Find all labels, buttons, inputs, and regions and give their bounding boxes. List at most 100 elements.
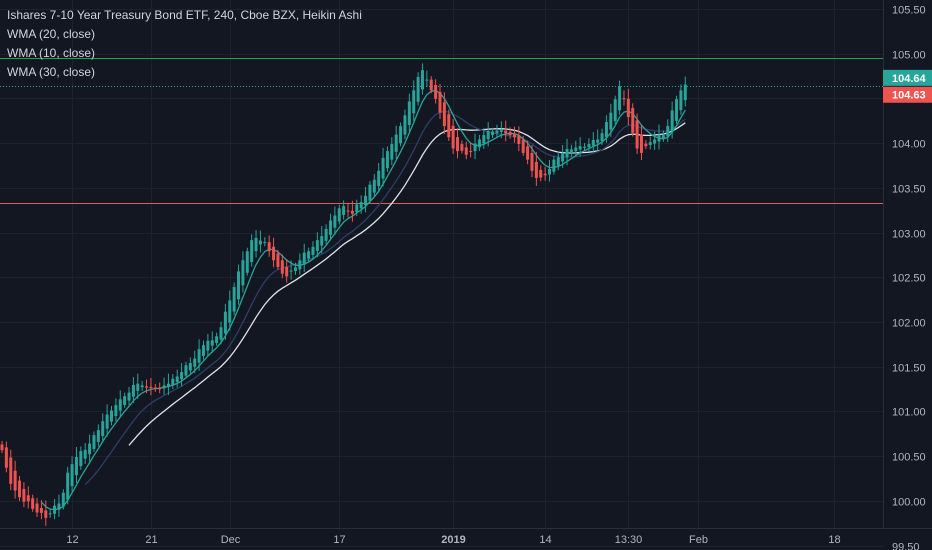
candle-body (35, 503, 39, 513)
candle (293, 262, 297, 275)
candle-body (263, 241, 267, 243)
candle (83, 443, 87, 465)
time-tick-label: 17 (333, 534, 345, 546)
candle (491, 127, 495, 138)
candle-body (675, 99, 679, 121)
candle-body (61, 492, 65, 507)
candle-body (648, 142, 652, 145)
candle (193, 350, 197, 374)
candle-body (118, 399, 122, 411)
candle (548, 160, 551, 182)
candle (66, 466, 70, 505)
candle-body (469, 151, 473, 153)
candle-body (372, 179, 376, 193)
candle (114, 398, 118, 422)
candle (543, 166, 547, 181)
candle-body (53, 505, 57, 514)
candle (302, 243, 306, 272)
candle (276, 249, 280, 270)
candle (241, 251, 245, 293)
indicator-wma-30[interactable]: WMA (30, close) (7, 65, 96, 79)
candle (403, 109, 407, 140)
chart-legend: Ishares 7-10 Year Treasury Bond ETF, 240… (7, 6, 362, 82)
candle (263, 237, 267, 247)
candle (486, 122, 490, 147)
candle-body (442, 102, 446, 127)
candle (96, 424, 100, 447)
candle-body (342, 206, 346, 215)
candle-body (302, 252, 306, 265)
time-tick-label: 2019 (441, 534, 465, 546)
candle (162, 377, 166, 395)
candle (280, 254, 284, 279)
candle-body (464, 147, 468, 155)
candle (521, 136, 525, 156)
indicator-wma-10[interactable]: WMA (10, close) (7, 46, 96, 60)
candle-body (175, 376, 179, 383)
candle-body (548, 169, 551, 175)
candle-body (618, 86, 622, 111)
candle (653, 131, 657, 150)
candle (228, 290, 232, 331)
candle-body (495, 130, 499, 134)
candle (442, 92, 446, 135)
price-tags: 104.64 104.63 (883, 69, 932, 103)
candle-body (377, 170, 381, 187)
candle-body (429, 79, 433, 91)
price-tick-label: 103.00 (892, 229, 926, 241)
candle (346, 202, 350, 218)
candle-body (272, 246, 276, 261)
candle (79, 446, 83, 470)
candle-body (228, 300, 232, 323)
time-axis[interactable]: 12 21 Dec 17 2019 14 13:30 Feb 18 (66, 534, 840, 546)
candle-body (4, 447, 8, 468)
candle-body (180, 372, 184, 380)
candle-body (368, 184, 372, 201)
candle-body (407, 101, 411, 126)
candle-body (210, 340, 214, 346)
candle (635, 113, 639, 154)
candle (26, 486, 30, 509)
candle-body (184, 365, 188, 376)
candle-body (258, 240, 262, 245)
candle-body (140, 385, 144, 388)
candle-body (197, 349, 201, 363)
candle-body (280, 260, 284, 274)
candle-body (267, 242, 271, 252)
candle-body (48, 513, 52, 515)
candle (434, 79, 438, 104)
candle-body (83, 449, 87, 459)
candle (210, 331, 214, 353)
candle (460, 140, 464, 154)
horizontal-levels[interactable] (0, 58, 883, 204)
candle (368, 181, 372, 204)
wma-lines (40, 89, 686, 511)
candle-body (293, 267, 297, 272)
candle-body (416, 76, 420, 102)
candle-body (534, 161, 538, 178)
candle (307, 247, 311, 262)
candle (350, 200, 354, 222)
candle-body (482, 135, 486, 144)
candle (469, 143, 473, 158)
candle (123, 392, 127, 408)
candle-body (394, 134, 398, 152)
candle (201, 340, 205, 360)
candle-body (683, 84, 687, 101)
candle-body (539, 169, 543, 178)
candle-body (412, 90, 416, 114)
candle-body (158, 388, 162, 390)
candle-body (70, 464, 74, 487)
candle-body (578, 146, 582, 150)
symbol-title[interactable]: Ishares 7-10 Year Treasury Bond ETF, 240… (7, 8, 362, 22)
candle (298, 253, 302, 275)
candle (377, 162, 381, 193)
candle (171, 374, 175, 390)
indicator-wma-20[interactable]: WMA (20, close) (7, 27, 96, 41)
price-tag-bg (883, 69, 932, 86)
candle (61, 489, 65, 510)
candle-body (477, 139, 481, 148)
candle-body (390, 143, 394, 160)
candle (407, 93, 411, 132)
